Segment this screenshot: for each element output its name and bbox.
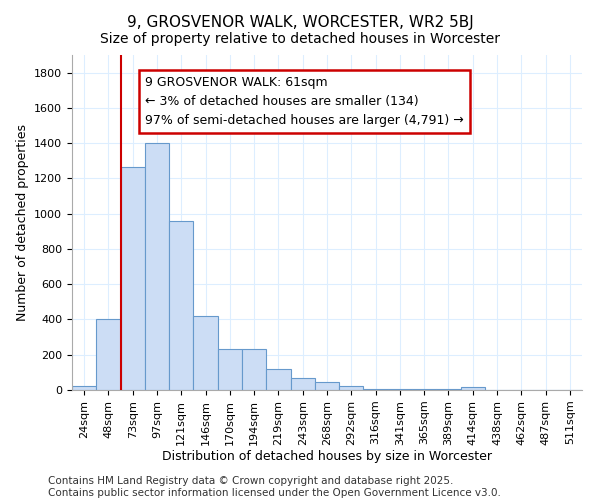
- Bar: [315, 382, 339, 390]
- Bar: [169, 220, 193, 390]
- Bar: [242, 348, 266, 390]
- Bar: [96, 320, 121, 390]
- Bar: [193, 316, 218, 390]
- Bar: [339, 386, 364, 390]
- X-axis label: Distribution of detached houses by size in Worcester: Distribution of detached houses by size …: [162, 450, 492, 464]
- Bar: [388, 389, 412, 390]
- Bar: [290, 378, 315, 390]
- Bar: [266, 369, 290, 390]
- Bar: [364, 389, 388, 390]
- Text: 9, GROSVENOR WALK, WORCESTER, WR2 5BJ: 9, GROSVENOR WALK, WORCESTER, WR2 5BJ: [127, 15, 473, 30]
- Bar: [218, 348, 242, 390]
- Text: 9 GROSVENOR WALK: 61sqm
← 3% of detached houses are smaller (134)
97% of semi-de: 9 GROSVENOR WALK: 61sqm ← 3% of detached…: [145, 76, 464, 127]
- Text: Contains HM Land Registry data © Crown copyright and database right 2025.
Contai: Contains HM Land Registry data © Crown c…: [48, 476, 501, 498]
- Y-axis label: Number of detached properties: Number of detached properties: [16, 124, 29, 321]
- Text: Size of property relative to detached houses in Worcester: Size of property relative to detached ho…: [100, 32, 500, 46]
- Bar: [461, 388, 485, 390]
- Bar: [121, 167, 145, 390]
- Bar: [72, 386, 96, 390]
- Bar: [145, 143, 169, 390]
